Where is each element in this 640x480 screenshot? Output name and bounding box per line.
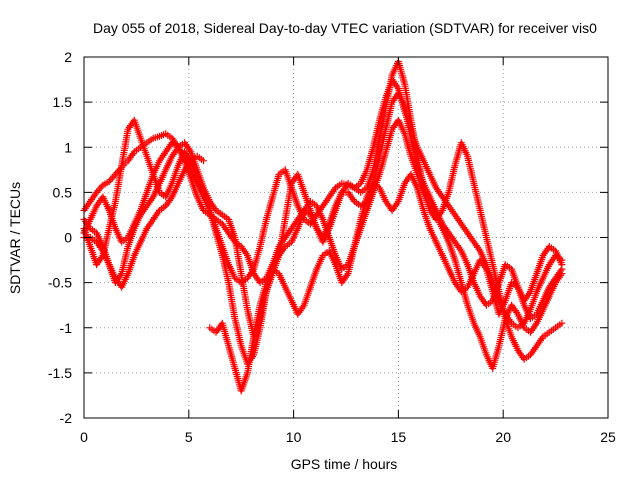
x-tick-label: 15 xyxy=(391,429,407,445)
y-tick-labels: -2 -1.5 -1 -0.5 0 0.5 1 1.5 2 xyxy=(48,49,72,426)
y-tick-label: 1 xyxy=(64,139,72,155)
axis-ticks xyxy=(83,56,609,419)
x-tick-labels: 0 5 10 15 20 25 xyxy=(80,429,616,445)
chart-title: Day 055 of 2018, Sidereal Day-to-day VTE… xyxy=(93,20,597,36)
data-markers xyxy=(80,58,566,395)
x-tick-label: 25 xyxy=(600,429,616,445)
data-point xyxy=(200,157,207,165)
x-tick-label: 10 xyxy=(286,429,302,445)
y-tick-label: 0.5 xyxy=(53,184,73,200)
x-tick-label: 5 xyxy=(185,429,193,445)
y-tick-label: 1.5 xyxy=(53,94,73,110)
y-tick-label: -1.5 xyxy=(48,365,72,381)
y-tick-label: -0.5 xyxy=(48,275,72,291)
y-axis-label: SDTVAR / TECUs xyxy=(7,182,23,294)
data-point xyxy=(558,319,566,327)
x-tick-label: 20 xyxy=(495,429,511,445)
y-tick-label: 0 xyxy=(64,230,72,246)
data-point xyxy=(558,265,566,273)
x-axis-label: GPS time / hours xyxy=(291,456,398,472)
x-tick-label: 0 xyxy=(80,429,88,445)
y-tick-label: -2 xyxy=(60,410,73,426)
y-tick-label: -1 xyxy=(60,320,73,336)
series-track-5 xyxy=(80,152,566,395)
y-tick-label: 2 xyxy=(64,49,72,65)
series-track-4 xyxy=(80,116,566,372)
